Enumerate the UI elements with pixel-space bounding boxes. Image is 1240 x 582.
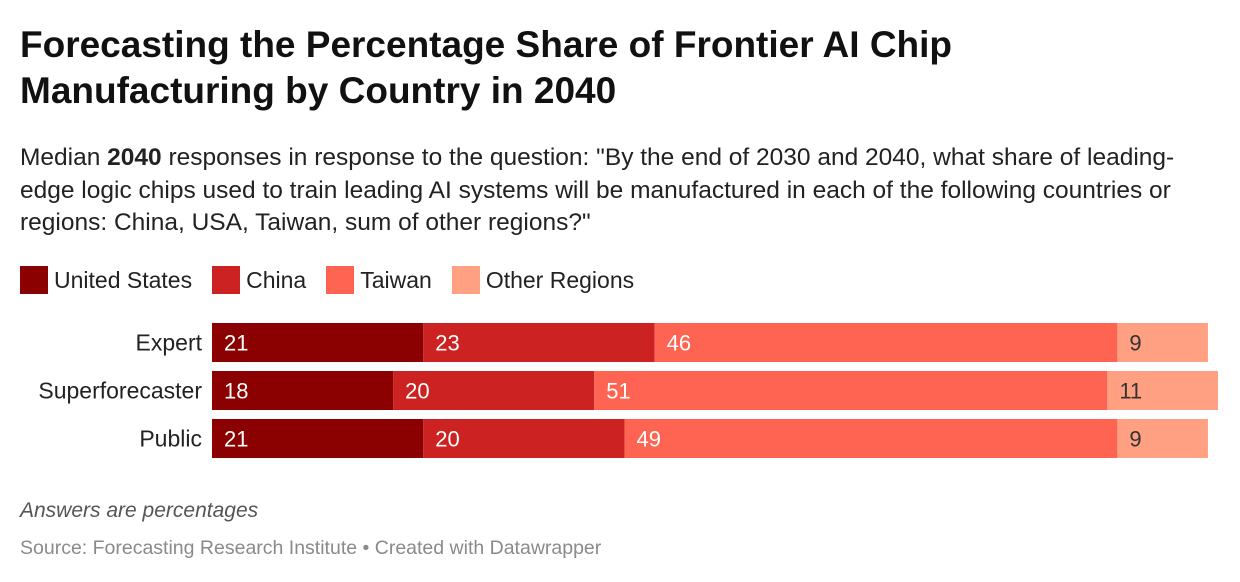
legend-item-taiwan: Taiwan: [326, 266, 432, 294]
value-label-public-united-states: 21: [224, 427, 248, 452]
category-label-superforecaster: Superforecaster: [38, 378, 202, 404]
bar-superforecaster-united-states: [212, 371, 394, 410]
chart-notes: Answers are percentages: [20, 499, 259, 522]
bar-expert-china: [423, 323, 655, 362]
bar-superforecaster-other-regions: [1107, 371, 1218, 410]
legend-swatch-other-regions: [451, 266, 480, 294]
legend-swatch-taiwan: [326, 266, 355, 294]
subtitle-year: 2040: [107, 144, 162, 171]
value-label-superforecaster-united-states: 18: [224, 379, 248, 404]
value-label-expert-taiwan: 46: [667, 331, 691, 356]
bar-expert-other-regions: [1117, 323, 1208, 362]
bar-expert-taiwan: [654, 323, 1118, 362]
category-label-public: Public: [139, 426, 202, 452]
legend-item-other-regions: Other Regions: [451, 266, 635, 294]
bar-expert-united-states: [212, 323, 424, 362]
bar-superforecaster-china: [393, 371, 595, 410]
bar-public-other-regions: [1117, 419, 1208, 458]
legend-label-other-regions: Other Regions: [485, 266, 635, 293]
bar-public-united-states: [212, 419, 424, 458]
legend-label-taiwan: Taiwan: [360, 266, 432, 293]
value-label-public-other-regions: 9: [1129, 427, 1141, 452]
bar-superforecaster-taiwan: [594, 371, 1108, 410]
legend-label-china: China: [246, 266, 307, 293]
value-label-expert-china: 23: [435, 331, 459, 356]
bar-public-taiwan: [624, 419, 1118, 458]
value-label-public-taiwan: 49: [636, 427, 660, 452]
value-label-expert-united-states: 21: [224, 331, 248, 356]
subtitle-question: responses in response to the question: "…: [20, 144, 1175, 236]
legend-item-united-states: United States: [20, 266, 192, 294]
legend-item-china: China: [212, 266, 306, 294]
category-label-expert: Expert: [136, 330, 203, 356]
legend: United States China Taiwan Other Regions: [20, 266, 654, 294]
value-label-public-china: 20: [435, 427, 459, 452]
stacked-bar-chart: Expert 21 23 46 9 Superforecaster 18 20 51 11 Publ…: [38, 323, 1218, 458]
chart-subtitle: Median 2040 responses in response to the…: [20, 142, 1210, 240]
value-label-expert-other-regions: 9: [1129, 331, 1141, 356]
subtitle-prefix: Median: [20, 144, 108, 171]
bar-public-china: [423, 419, 625, 458]
legend-swatch-china: [212, 266, 241, 294]
chart-title: Forecasting the Percentage Share of Fron…: [20, 24, 953, 111]
value-label-superforecaster-china: 20: [405, 379, 429, 404]
chart-footer: Source: Forecasting Research Institute •…: [20, 537, 602, 559]
legend-label-united-states: United States: [54, 266, 193, 293]
value-label-superforecaster-other-regions: 11: [1119, 379, 1142, 404]
legend-swatch-united-states: [20, 266, 48, 294]
value-label-superforecaster-taiwan: 51: [606, 379, 630, 404]
